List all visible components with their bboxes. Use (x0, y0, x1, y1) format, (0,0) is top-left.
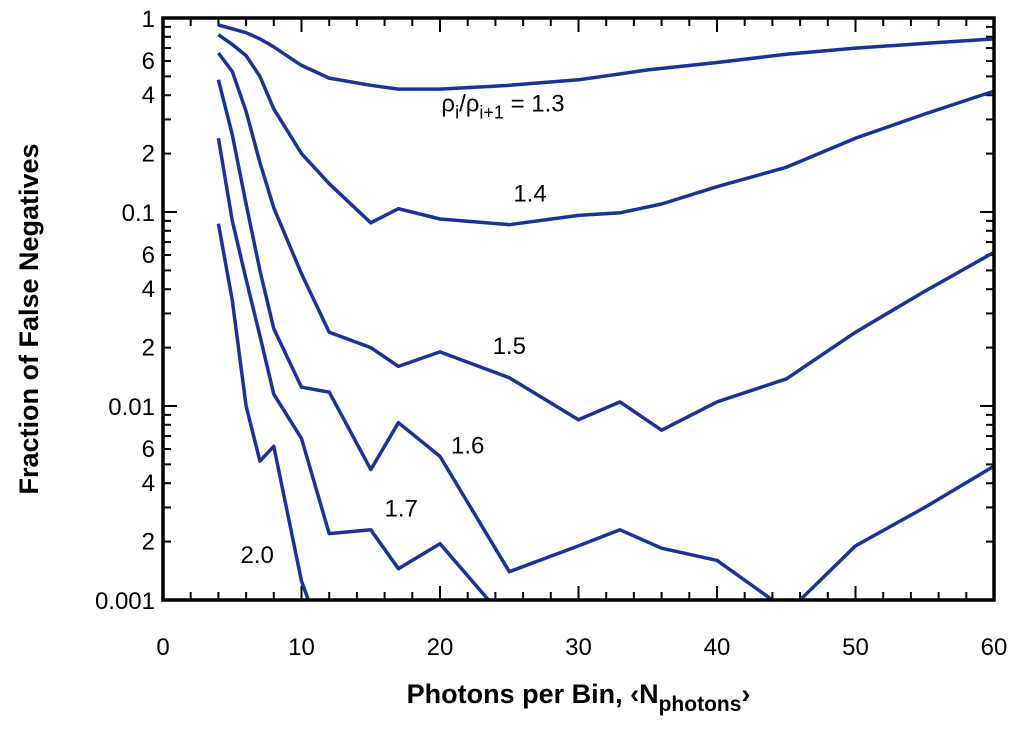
x-tick-label: 50 (842, 634, 869, 661)
x-tick-label: 10 (288, 634, 315, 661)
y-minor-label: 6 (142, 436, 155, 463)
series-line-1-4 (217, 33, 995, 227)
series-label-1-3: ρi/ρi+1 = 1.3 (441, 90, 564, 122)
y-minor-label: 4 (142, 276, 155, 303)
x-tick-label: 20 (427, 634, 454, 661)
y-minor-label: 2 (142, 335, 155, 362)
series-line-2-0 (216, 223, 311, 601)
series-label-1-4: 1.4 (513, 181, 546, 208)
series-line-1-3 (217, 23, 995, 91)
series-label-1-7: 1.7 (385, 495, 418, 522)
tick-labels: 0 10 20 30 40 50 60 0.001 0.01 0.1 1 2 4 6 2 4 6 2 4 6 (95, 6, 1007, 661)
series-line-1-6 (216, 79, 995, 602)
x-tick-label: 30 (565, 634, 592, 661)
y-minor-label: 4 (142, 82, 155, 109)
series-line-1-7 (216, 137, 490, 602)
x-tick-label: 40 (704, 634, 731, 661)
series-label-1-5: 1.5 (493, 333, 526, 360)
curve-labels: ρi/ρi+1 = 1.3 1.4 1.5 1.6 1.7 2.0 (240, 90, 564, 569)
y-major-label: 0.1 (122, 200, 155, 227)
x-axis-title: Photons per Bin, ‹Nphotons› (407, 679, 751, 716)
x-tick-label: 0 (156, 634, 169, 661)
y-minor-label: 2 (142, 529, 155, 556)
x-tick-label: 60 (981, 634, 1008, 661)
series-label-2-0: 2.0 (240, 542, 273, 569)
series-label-1-6: 1.6 (451, 432, 484, 459)
plot-frame (161, 16, 996, 602)
y-minor-label: 6 (142, 242, 155, 269)
y-axis-title: Fraction of False Negatives (14, 143, 44, 494)
y-major-label: 0.01 (108, 394, 155, 421)
series-line-1-5 (217, 51, 995, 432)
y-minor-label: 2 (142, 141, 155, 168)
series-lines (216, 23, 995, 602)
y-minor-label: 6 (142, 48, 155, 75)
y-major-label: 0.001 (95, 588, 155, 615)
y-major-label: 1 (142, 6, 155, 33)
y-minor-label: 4 (142, 470, 155, 497)
